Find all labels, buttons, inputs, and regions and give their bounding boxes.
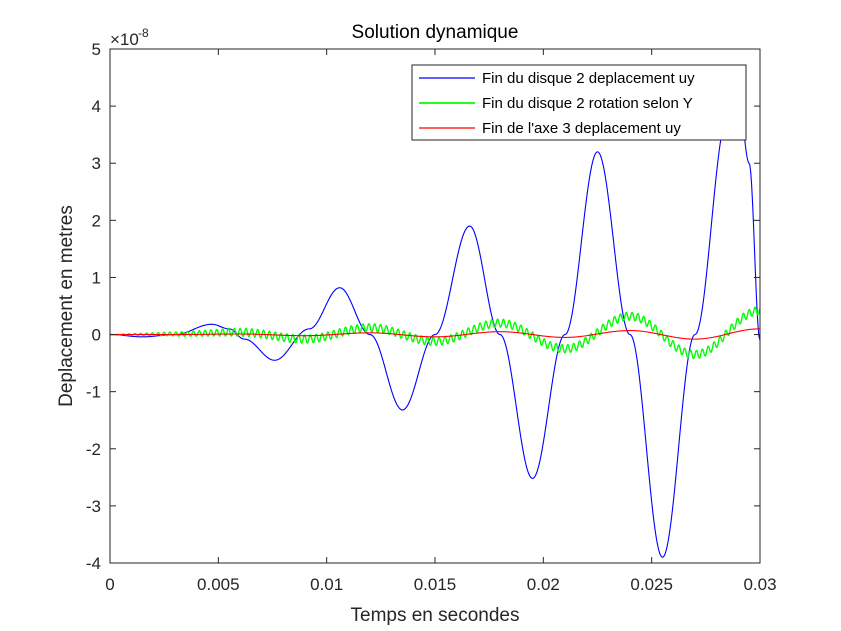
x-tick-label: 0.005: [197, 575, 240, 594]
series-line-1: [110, 97, 760, 558]
y-tick-label: -2: [86, 440, 101, 459]
ticks-layer: 0 0.005 0.01 0.015 0.02 0.025 0.03 5 4 3 2 1 0 -1 -2 -3…: [86, 40, 777, 594]
x-tick-label: 0.025: [630, 575, 673, 594]
x-tick-label: 0.015: [414, 575, 457, 594]
series-layer: [110, 97, 760, 558]
y-tick-label: -4: [86, 554, 101, 573]
y-tick-label: 4: [92, 97, 101, 116]
series-line-2: [110, 306, 760, 360]
series-line-3: [110, 328, 760, 340]
y-exponent-multiplier: ×10: [110, 30, 139, 49]
y-tick-label: 5: [92, 40, 101, 59]
legend-entry-series-2: Fin du disque 2 rotation selon Y: [482, 95, 693, 112]
y-tick-label: 0: [92, 326, 101, 345]
legend-entry-series-1: Fin du disque 2 deplacement uy: [482, 70, 695, 87]
y-tick-label: 3: [92, 154, 101, 173]
y-tick-label: 1: [92, 268, 101, 287]
y-tick-label: -3: [86, 497, 101, 516]
y-exponent-power: -8: [138, 26, 149, 40]
x-tick-label: 0.01: [310, 575, 343, 594]
x-tick-label: 0.02: [527, 575, 560, 594]
chart-title: Solution dynamique: [352, 22, 519, 43]
x-tick-label: 0.03: [743, 575, 776, 594]
x-tick-label: 0: [105, 575, 114, 594]
y-tick-label: 2: [92, 211, 101, 230]
legend-entry-series-3: Fin de l'axe 3 deplacement uy: [482, 120, 681, 137]
x-axis-label: Temps en secondes: [351, 605, 520, 626]
y-tick-label: -1: [86, 383, 101, 402]
legend[interactable]: Fin du disque 2 deplacement uy Fin du di…: [411, 64, 747, 141]
y-axis-label: Deplacement en metres: [56, 205, 77, 407]
